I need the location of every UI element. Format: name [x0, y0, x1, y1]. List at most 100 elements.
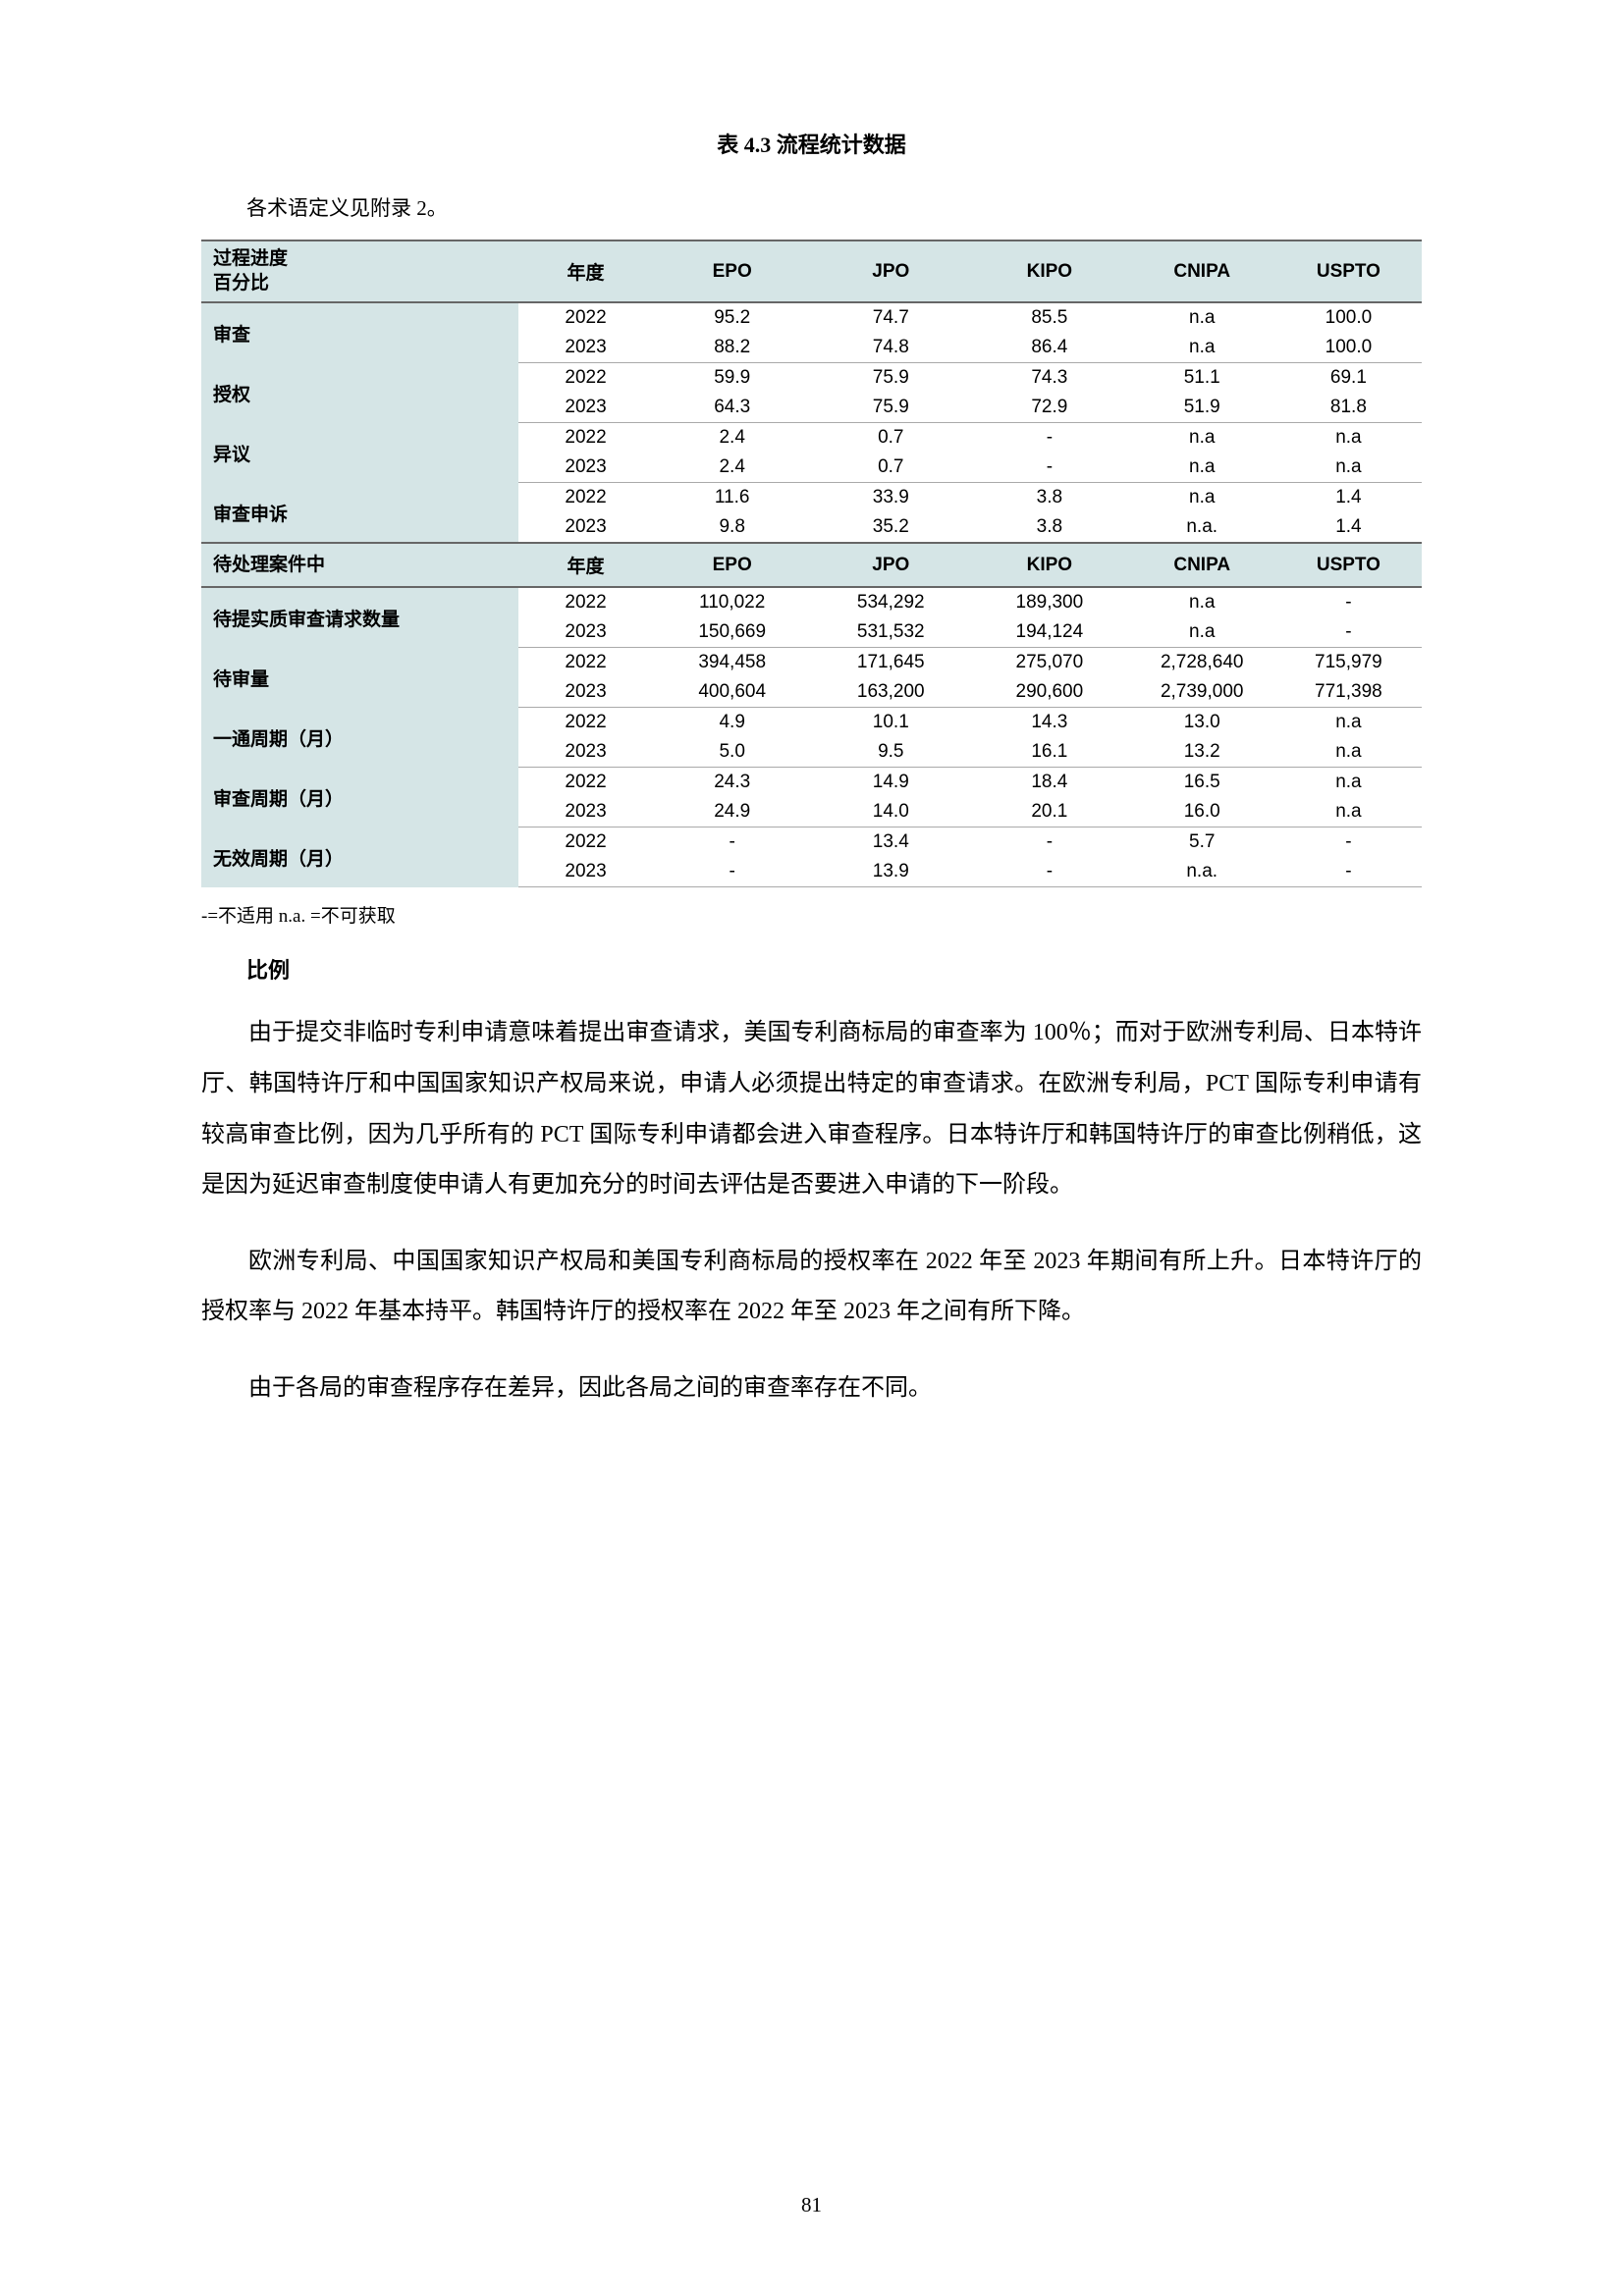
cell-uspto: - [1275, 828, 1422, 858]
row-label: 审查 [201, 302, 518, 363]
row-label: 待审量 [201, 648, 518, 708]
cell-epo: 64.3 [653, 393, 812, 423]
cell-uspto: 771,398 [1275, 677, 1422, 708]
row-label: 无效周期（月） [201, 828, 518, 887]
cell-jpo: 163,200 [811, 677, 970, 708]
stats-table: 过程进度百分比 年度 EPO JPO KIPO CNIPA USPTO 审查20… [201, 240, 1422, 887]
body-paragraph: 由于各局的审查程序存在差异，因此各局之间的审查率存在不同。 [201, 1363, 1422, 1415]
cell-epo: 9.8 [653, 512, 812, 543]
cell-jpo: 171,645 [811, 648, 970, 678]
table-caption: 表 4.3 流程统计数据 [201, 128, 1422, 159]
cell-year: 2022 [518, 828, 653, 858]
cell-uspto: - [1275, 617, 1422, 648]
cell-jpo: 0.7 [811, 423, 970, 454]
cell-kipo: - [970, 453, 1129, 483]
page: 表 4.3 流程统计数据 各术语定义见附录 2。 过程进度百分比 年度 EPO … [0, 0, 1623, 2296]
cell-epo: - [653, 857, 812, 887]
cell-cnipa: n.a. [1129, 857, 1275, 887]
cell-kipo: 18.4 [970, 768, 1129, 798]
cell-year: 2022 [518, 363, 653, 394]
cell-jpo: 0.7 [811, 453, 970, 483]
table-row: 审查202295.274.785.5n.a100.0 [201, 302, 1422, 333]
cell-epo: 110,022 [653, 587, 812, 617]
cell-jpo: 74.8 [811, 333, 970, 363]
cell-year: 2023 [518, 453, 653, 483]
cell-kipo: 194,124 [970, 617, 1129, 648]
cell-cnipa: 16.5 [1129, 768, 1275, 798]
cell-epo: - [653, 828, 812, 858]
cell-cnipa: 13.0 [1129, 708, 1275, 738]
cell-epo: 59.9 [653, 363, 812, 394]
cell-jpo: 75.9 [811, 393, 970, 423]
col-cnipa: CNIPA [1129, 543, 1275, 587]
cell-jpo: 33.9 [811, 483, 970, 513]
table-row: 待提实质审查请求数量2022110,022534,292189,300n.a- [201, 587, 1422, 617]
cell-uspto: - [1275, 587, 1422, 617]
table-row: 待审量2022394,458171,645275,0702,728,640715… [201, 648, 1422, 678]
col-jpo: JPO [811, 240, 970, 302]
cell-kipo: 14.3 [970, 708, 1129, 738]
cell-jpo: 13.4 [811, 828, 970, 858]
cell-kipo: 290,600 [970, 677, 1129, 708]
cell-year: 2023 [518, 677, 653, 708]
col-uspto: USPTO [1275, 543, 1422, 587]
cell-uspto: n.a [1275, 797, 1422, 828]
cell-kipo: 3.8 [970, 512, 1129, 543]
row-label: 审查周期（月） [201, 768, 518, 828]
cell-year: 2022 [518, 587, 653, 617]
cell-jpo: 35.2 [811, 512, 970, 543]
cell-year: 2022 [518, 648, 653, 678]
cell-cnipa: 2,739,000 [1129, 677, 1275, 708]
cell-cnipa: n.a [1129, 453, 1275, 483]
table-note: -=不适用 n.a. =不可获取 [201, 901, 1422, 928]
cell-kipo: - [970, 423, 1129, 454]
cell-uspto: - [1275, 857, 1422, 887]
col-year: 年度 [518, 543, 653, 587]
cell-kipo: 74.3 [970, 363, 1129, 394]
cell-cnipa: 51.9 [1129, 393, 1275, 423]
table-row: 审查申诉202211.633.93.8n.a1.4 [201, 483, 1422, 513]
cell-jpo: 75.9 [811, 363, 970, 394]
cell-epo: 394,458 [653, 648, 812, 678]
cell-cnipa: n.a. [1129, 512, 1275, 543]
cell-jpo: 14.0 [811, 797, 970, 828]
cell-cnipa: n.a [1129, 302, 1275, 333]
cell-cnipa: 13.2 [1129, 737, 1275, 768]
cell-cnipa: n.a [1129, 587, 1275, 617]
col-uspto: USPTO [1275, 240, 1422, 302]
col-year: 年度 [518, 240, 653, 302]
cell-jpo: 531,532 [811, 617, 970, 648]
cell-year: 2023 [518, 737, 653, 768]
cell-epo: 88.2 [653, 333, 812, 363]
cell-year: 2023 [518, 333, 653, 363]
col-epo: EPO [653, 543, 812, 587]
col-jpo: JPO [811, 543, 970, 587]
cell-uspto: n.a [1275, 453, 1422, 483]
cell-year: 2023 [518, 797, 653, 828]
row-label: 一通周期（月） [201, 708, 518, 768]
row-label: 授权 [201, 363, 518, 423]
col-cnipa: CNIPA [1129, 240, 1275, 302]
cell-kipo: 275,070 [970, 648, 1129, 678]
cell-year: 2022 [518, 302, 653, 333]
cell-cnipa: 2,728,640 [1129, 648, 1275, 678]
table-row: 一通周期（月）20224.910.114.313.0n.a [201, 708, 1422, 738]
row-label: 审查申诉 [201, 483, 518, 544]
cell-cnipa: n.a [1129, 423, 1275, 454]
cell-year: 2022 [518, 483, 653, 513]
page-number: 81 [0, 2193, 1623, 2217]
cell-uspto: n.a [1275, 423, 1422, 454]
cell-uspto: n.a [1275, 768, 1422, 798]
cell-kipo: 3.8 [970, 483, 1129, 513]
section-subheading: 比例 [246, 953, 1422, 985]
cell-cnipa: 5.7 [1129, 828, 1275, 858]
table-row: 授权202259.975.974.351.169.1 [201, 363, 1422, 394]
cell-year: 2023 [518, 512, 653, 543]
cell-epo: 24.9 [653, 797, 812, 828]
col-kipo: KIPO [970, 543, 1129, 587]
cell-uspto: 100.0 [1275, 333, 1422, 363]
cell-kipo: - [970, 857, 1129, 887]
cell-jpo: 14.9 [811, 768, 970, 798]
row-label: 异议 [201, 423, 518, 483]
cell-year: 2023 [518, 617, 653, 648]
